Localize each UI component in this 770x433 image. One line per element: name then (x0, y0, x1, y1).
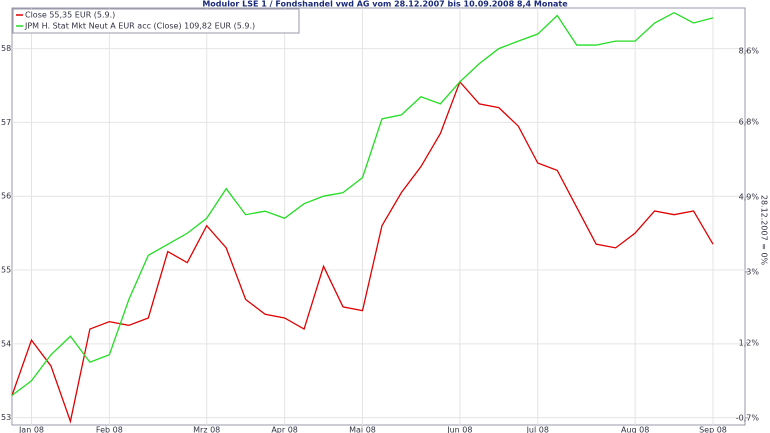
legend-box (12, 8, 300, 34)
y-tick-label: 53 (1, 413, 11, 422)
y2-tick-label: 8,6% (739, 47, 760, 56)
chart-title: Modulor LSE 1 / Fondshandel vwd AG vom 2… (202, 0, 568, 9)
x-tick-label: Mrz 08 (193, 426, 220, 433)
y2-tick-label: 3% (746, 267, 759, 276)
y-tick-label: 55 (1, 266, 11, 275)
y2-tick-label: 6,8% (739, 118, 760, 127)
x-tick-label: Mai 08 (349, 426, 376, 433)
y-tick-label: 56 (1, 192, 11, 201)
legend-label: JPM H. Stat Mkt Neut A EUR acc (Close) 1… (24, 22, 255, 31)
x-tick-label: Apr 08 (271, 426, 298, 433)
y-tick-label: 54 (1, 339, 11, 348)
x-tick-label: Aug 08 (621, 426, 649, 433)
y2-axis-label: 28.12.2007 = 0% (760, 195, 769, 266)
x-tick-label: Feb 08 (96, 426, 123, 433)
y2-tick-label: 4,9% (739, 192, 760, 201)
plot-frame (11, 7, 746, 426)
x-tick-label: Sep 08 (699, 426, 727, 433)
x-tick-label: Jun 08 (446, 426, 472, 433)
y2-tick-label: 1,2% (739, 338, 760, 347)
x-tick-label: Jul 08 (526, 426, 549, 433)
y-tick-label: 57 (1, 118, 11, 127)
series-line (11, 11, 714, 396)
y2-tick-label: -0,7% (736, 413, 760, 422)
x-tick-label: Jan 08 (18, 426, 44, 433)
series-line (11, 80, 714, 424)
y-tick-label: 58 (1, 44, 11, 53)
legend-label: Close 55,35 EUR (5.9.) (25, 11, 115, 20)
